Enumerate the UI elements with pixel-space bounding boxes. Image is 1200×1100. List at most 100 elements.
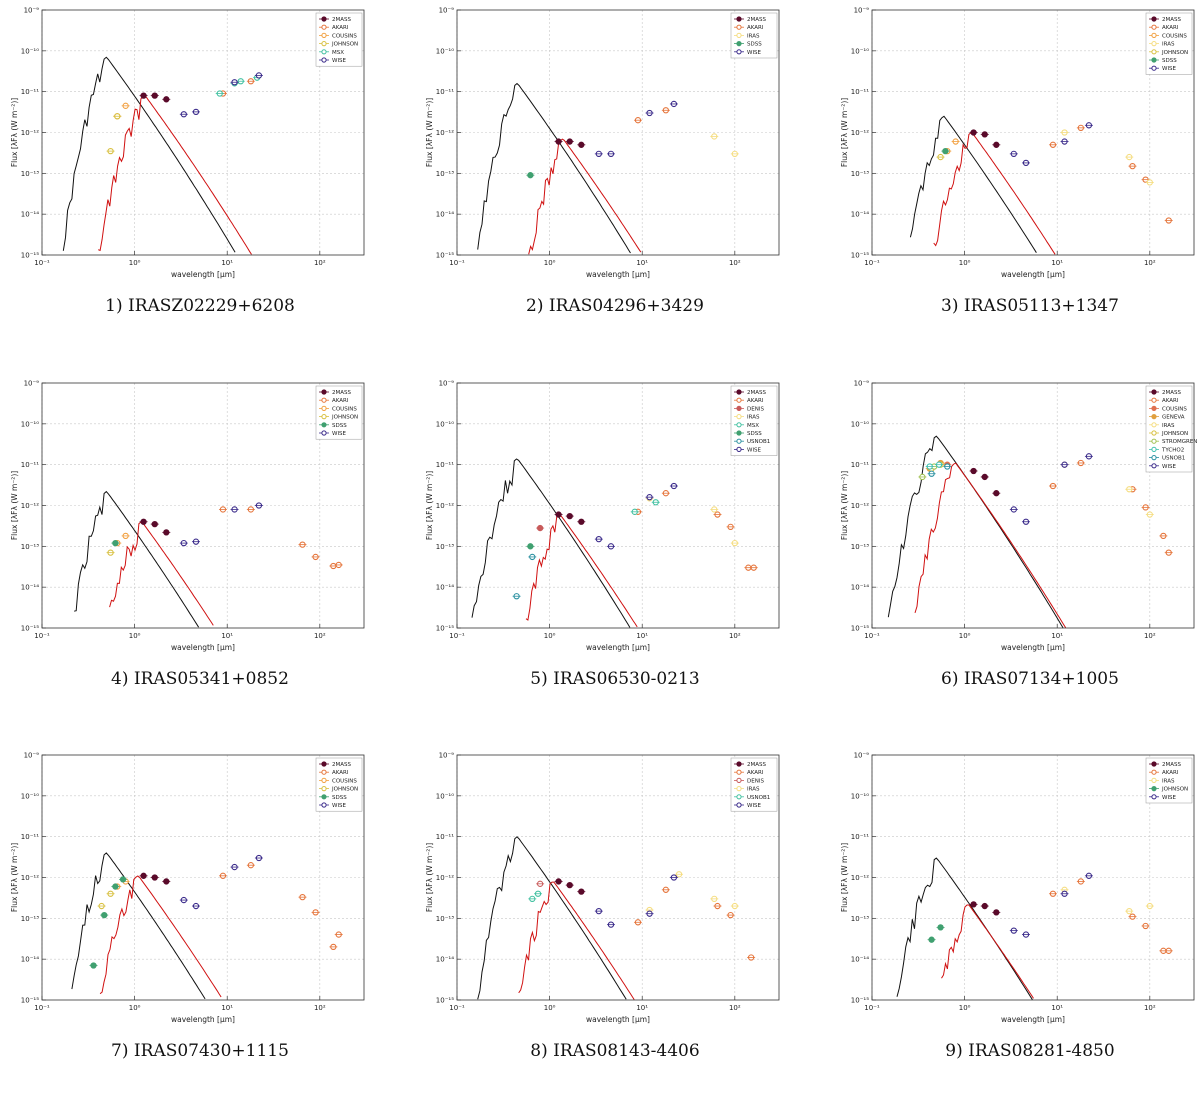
- legend-label: WISE: [1162, 795, 1177, 801]
- sed-panel: 10⁻¹ 10⁰ 10¹ 10² 10⁻¹⁵ 10⁻¹⁴ 10⁻¹³ 10⁻¹² 10⁻¹¹ 10…: [0, 0, 400, 355]
- y-tick-label: 10⁻¹¹: [21, 833, 39, 841]
- model-curve-reddened: [99, 875, 222, 998]
- legend-marker: [1151, 455, 1157, 461]
- legend-box: [315, 757, 363, 812]
- legend-marker: [736, 786, 742, 792]
- legend-label: WISE: [1162, 66, 1177, 72]
- y-tick-label: 10⁻¹³: [851, 543, 869, 551]
- legend-marker: [1151, 786, 1157, 792]
- model-curve-intrinsic: [477, 82, 631, 254]
- x-tick-label: 10⁰: [129, 632, 141, 640]
- y-tick-label: 10⁻¹⁵: [21, 252, 39, 260]
- sed-plot: 10⁻¹ 10⁰ 10¹ 10² 10⁻¹⁵ 10⁻¹⁴ 10⁻¹³ 10⁻¹² 10⁻¹¹ 10…: [840, 752, 1195, 1024]
- y-tick-label: 10⁻¹³: [851, 915, 869, 923]
- y-tick-label: 10⁻¹⁰: [21, 792, 39, 800]
- x-tick-label: 10⁰: [959, 1004, 971, 1012]
- y-tick-label: 10⁻¹⁴: [851, 584, 869, 592]
- legend-label: JOHNSON: [331, 787, 358, 793]
- y-tick-label: 10⁻⁹: [854, 380, 870, 388]
- y-tick-label: 10⁻⁹: [854, 752, 870, 760]
- y-tick-label: 10⁻¹⁴: [436, 956, 454, 964]
- y-tick-label: 10⁻¹³: [21, 915, 39, 923]
- y-axis-label: Flux [λFλ (W m⁻²)]: [425, 471, 434, 540]
- y-tick-label: 10⁻¹⁴: [21, 211, 39, 219]
- y-tick-label: 10⁻¹⁰: [21, 420, 39, 428]
- x-tick-label: 10¹: [1051, 259, 1063, 267]
- x-tick-label: 10¹: [221, 632, 233, 640]
- x-tick-label: 10¹: [221, 259, 233, 267]
- legend-marker: [321, 422, 327, 428]
- legend-marker: [321, 430, 327, 436]
- sed-panel: 10⁻¹ 10⁰ 10¹ 10² 10⁻¹⁵ 10⁻¹⁴ 10⁻¹³ 10⁻¹² 10⁻¹¹ 10…: [830, 0, 1200, 355]
- x-axis-label: wavelength [μm]: [1001, 270, 1065, 279]
- sed-plot: 10⁻¹ 10⁰ 10¹ 10² 10⁻¹⁵ 10⁻¹⁴ 10⁻¹³ 10⁻¹² 10⁻¹¹ 10…: [10, 752, 365, 1024]
- model-curve-intrinsic: [73, 490, 200, 628]
- legend-label: SDSS: [747, 42, 762, 48]
- legend-marker: [321, 802, 327, 808]
- y-tick-label: 10⁻¹⁵: [21, 625, 39, 633]
- legend-marker: [1151, 761, 1157, 767]
- y-tick-label: 10⁻¹⁰: [851, 420, 869, 428]
- y-axis-label: Flux [λFλ (W m⁻²)]: [840, 471, 849, 540]
- legend-label: JOHNSON: [1161, 787, 1188, 793]
- sed-panel: 10⁻¹ 10⁰ 10¹ 10² 10⁻¹⁵ 10⁻¹⁴ 10⁻¹³ 10⁻¹² 10⁻¹¹ 10…: [830, 745, 1200, 1100]
- y-tick-label: 10⁻¹¹: [851, 461, 869, 469]
- model-curve-reddened: [525, 514, 638, 628]
- y-tick-label: 10⁻¹⁴: [21, 956, 39, 964]
- x-tick-label: 10¹: [1051, 1004, 1063, 1012]
- legend-marker: [1151, 405, 1157, 412]
- legend-marker: [1151, 463, 1157, 469]
- model-curve-intrinsic: [62, 56, 236, 253]
- x-tick-label: 10²: [314, 632, 326, 640]
- x-tick-label: 10⁻¹: [864, 259, 880, 267]
- legend-label: 2MASS: [332, 17, 351, 23]
- x-tick-label: 10⁰: [959, 632, 971, 640]
- y-axis-label: Flux [λFλ (W m⁻²)]: [840, 843, 849, 912]
- y-axis-label: Flux [λFλ (W m⁻²)]: [10, 98, 19, 167]
- legend-marker: [321, 414, 327, 420]
- sed-panel: 10⁻¹ 10⁰ 10¹ 10² 10⁻¹⁵ 10⁻¹⁴ 10⁻¹³ 10⁻¹² 10⁻¹¹ 10…: [830, 373, 1200, 728]
- y-tick-label: 10⁻¹⁰: [436, 420, 454, 428]
- sed-plot: 10⁻¹ 10⁰ 10¹ 10² 10⁻¹⁵ 10⁻¹⁴ 10⁻¹³ 10⁻¹² 10⁻¹¹ 10…: [425, 380, 780, 652]
- panel-caption: 2) IRAS04296+3429: [526, 296, 704, 316]
- legend-marker: [1151, 430, 1157, 436]
- legend-marker: [1151, 65, 1157, 71]
- y-tick-label: 10⁻⁹: [24, 7, 40, 15]
- x-axis-label: wavelength [μm]: [1001, 643, 1065, 652]
- legend-marker: [1151, 438, 1157, 444]
- y-tick-label: 10⁻¹³: [436, 543, 454, 551]
- legend-marker: [736, 405, 742, 412]
- legend-marker: [1151, 57, 1157, 63]
- x-axis-label: wavelength [μm]: [586, 643, 650, 652]
- y-tick-label: 10⁻¹²: [851, 129, 869, 137]
- panel-caption: 1) IRASZ02229+6208: [105, 296, 295, 316]
- x-axis-label: wavelength [μm]: [1001, 1015, 1065, 1024]
- y-tick-label: 10⁻¹³: [436, 170, 454, 178]
- model-curve-reddened: [109, 521, 214, 626]
- legend-label: AKARI: [747, 25, 764, 31]
- x-axis-label: wavelength [μm]: [586, 270, 650, 279]
- legend-label: IRAS: [747, 415, 760, 421]
- legend-label: WISE: [747, 50, 762, 56]
- legend-marker: [1151, 414, 1157, 420]
- legend-marker: [321, 32, 327, 39]
- legend-label: 2MASS: [747, 390, 766, 396]
- legend-label: STROMGREN: [1162, 439, 1197, 445]
- legend-label: AKARI: [747, 398, 764, 404]
- legend-marker: [1151, 41, 1157, 47]
- legend-marker: [736, 769, 742, 775]
- legend-marker: [1151, 769, 1157, 775]
- x-tick-label: 10⁻¹: [34, 632, 50, 640]
- legend-label: SDSS: [1162, 58, 1177, 64]
- y-tick-label: 10⁻¹⁴: [436, 584, 454, 592]
- legend-label: JOHNSON: [331, 42, 358, 48]
- sed-plot: 10⁻¹ 10⁰ 10¹ 10² 10⁻¹⁵ 10⁻¹⁴ 10⁻¹³ 10⁻¹² 10⁻¹¹ 10…: [425, 7, 780, 279]
- y-tick-label: 10⁻¹¹: [21, 88, 39, 96]
- legend-label: 2MASS: [1162, 390, 1181, 396]
- panel-caption: 8) IRAS08143-4406: [530, 1041, 700, 1061]
- x-tick-label: 10⁰: [129, 1004, 141, 1012]
- y-tick-label: 10⁻¹²: [436, 874, 454, 882]
- y-tick-label: 10⁻¹⁵: [851, 252, 869, 260]
- legend-marker: [1151, 794, 1157, 800]
- legend-marker: [736, 777, 742, 784]
